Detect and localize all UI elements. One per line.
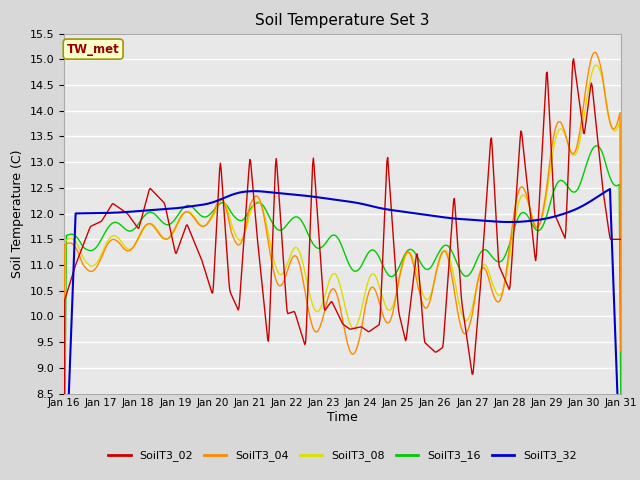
- X-axis label: Time: Time: [327, 411, 358, 424]
- Legend: SoilT3_02, SoilT3_04, SoilT3_08, SoilT3_16, SoilT3_32: SoilT3_02, SoilT3_04, SoilT3_08, SoilT3_…: [104, 446, 581, 466]
- Y-axis label: Soil Temperature (C): Soil Temperature (C): [11, 149, 24, 278]
- Title: Soil Temperature Set 3: Soil Temperature Set 3: [255, 13, 429, 28]
- Text: TW_met: TW_met: [67, 43, 120, 56]
